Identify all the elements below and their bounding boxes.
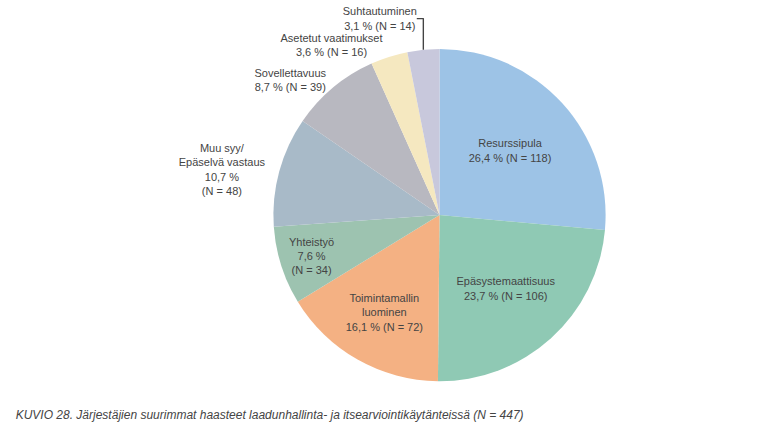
svg-text:Muu syy/Epäselvä vastaus10,7 %: Muu syy/Epäselvä vastaus10,7 %(N = 48)	[179, 142, 266, 197]
svg-text:Asetetut vaatimukset3,6 % (N =: Asetetut vaatimukset3,6 % (N = 16)	[280, 32, 382, 58]
svg-text:Resurssipula26,4 % (N = 118): Resurssipula26,4 % (N = 118)	[469, 137, 552, 163]
svg-text:KUVIO 28. Järjestäjien suurimm: KUVIO 28. Järjestäjien suurimmat haastee…	[16, 408, 524, 422]
svg-text:Suhtautuminen3,1 % (N = 14): Suhtautuminen3,1 % (N = 14)	[343, 5, 417, 31]
svg-text:Yhteistyö7,6 %(N = 34): Yhteistyö7,6 %(N = 34)	[289, 236, 334, 277]
svg-text:Toimintamallinluominen16,1 % (: Toimintamallinluominen16,1 % (N = 72)	[346, 292, 423, 333]
svg-text:Epäsystemaattisuus23,7 % (N =: Epäsystemaattisuus23,7 % (N = 106)	[456, 275, 555, 301]
svg-text:Sovellettavuus8,7 % (N = 39): Sovellettavuus8,7 % (N = 39)	[255, 67, 327, 93]
